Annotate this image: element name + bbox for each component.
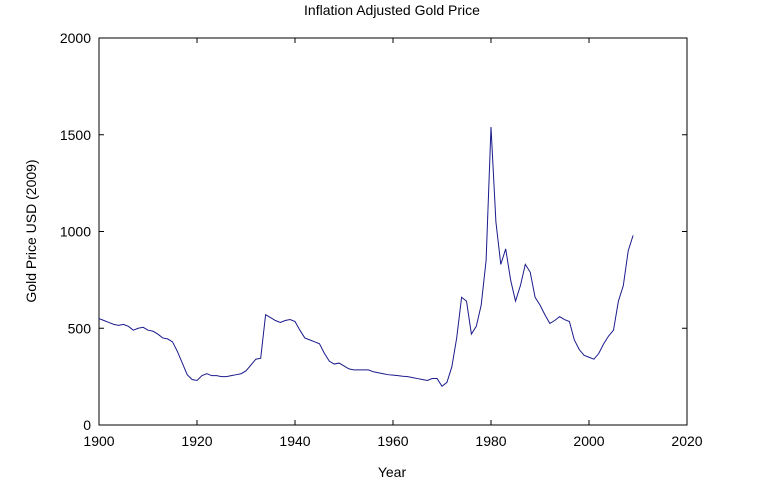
x-axis-label: Year [378,464,407,477]
y-tick-labels: 0 500 1000 1500 2000 [60,30,91,433]
x-tick-label: 2000 [573,433,604,449]
x-tick-label: 2020 [671,433,702,449]
y-tick-label: 500 [68,320,92,336]
axis-ticks [98,37,688,426]
x-tick-labels: 1900 1920 1940 1960 1980 2000 2020 [83,433,702,449]
x-tick-label: 1960 [377,433,408,449]
chart-title: Inflation Adjusted Gold Price [304,2,480,18]
x-tick-label: 1920 [181,433,212,449]
y-axis-label: Gold Price USD (2009) [23,159,39,302]
series-line [98,126,634,388]
y-tick-label: 1000 [60,224,91,240]
plot-frame [98,37,688,426]
y-tick-label: 1500 [60,127,91,143]
x-tick-label: 1940 [279,433,310,449]
y-tick-label: 2000 [60,30,91,46]
x-tick-label: 1900 [83,433,114,449]
y-tick-label: 0 [83,417,91,433]
x-tick-label: 1980 [475,433,506,449]
